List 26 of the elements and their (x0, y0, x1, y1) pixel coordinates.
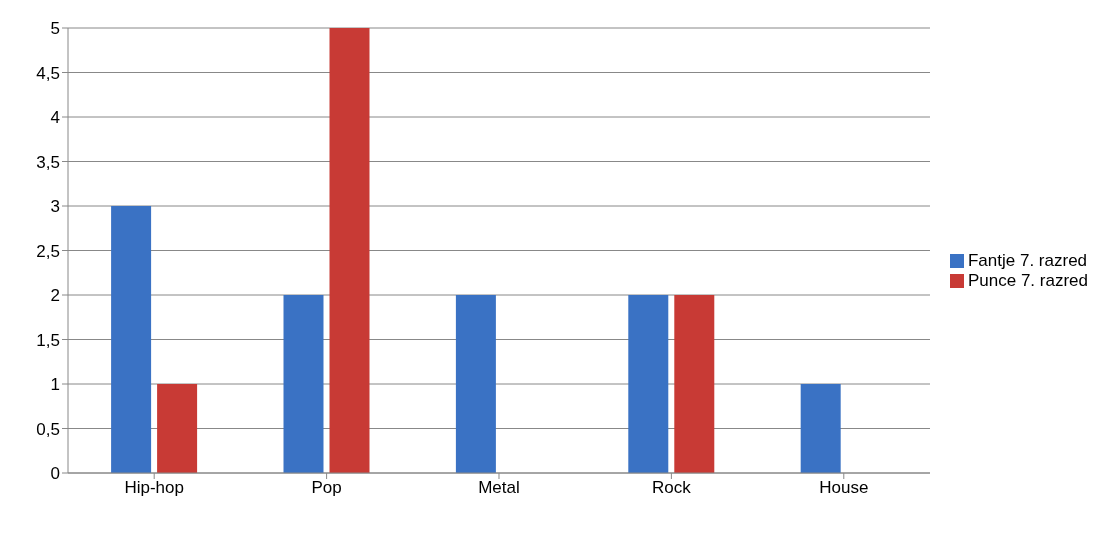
bar (674, 295, 715, 473)
bar (455, 295, 496, 473)
x-tick-label: Hip-hop (124, 478, 184, 498)
bar (111, 206, 152, 473)
y-tick-label: 1 (50, 375, 60, 395)
x-tick-label: Rock (652, 478, 692, 498)
y-tick-label: 3 (50, 197, 60, 217)
bar (628, 295, 669, 473)
y-tick-label: 1,5 (36, 330, 60, 350)
legend-label: Fantje 7. razred (967, 250, 1088, 270)
y-tick-label: 0 (50, 464, 60, 484)
bar (800, 384, 841, 473)
y-tick-label: 0,5 (36, 419, 60, 439)
bar (157, 384, 198, 473)
bar (283, 295, 324, 473)
bar (329, 28, 370, 473)
y-tick-label: 2 (50, 286, 60, 306)
x-tick-label: Metal (478, 478, 520, 498)
legend-label: Punce 7. razred (967, 270, 1088, 290)
y-tick-label: 3,5 (36, 152, 60, 172)
x-tick-label: House (819, 478, 869, 498)
x-tick-label: Pop (311, 478, 342, 498)
y-tick-label: 4,5 (36, 63, 60, 83)
y-tick-label: 5 (50, 19, 60, 39)
y-tick-label: 4 (50, 108, 60, 128)
y-tick-label: 2,5 (36, 241, 60, 261)
